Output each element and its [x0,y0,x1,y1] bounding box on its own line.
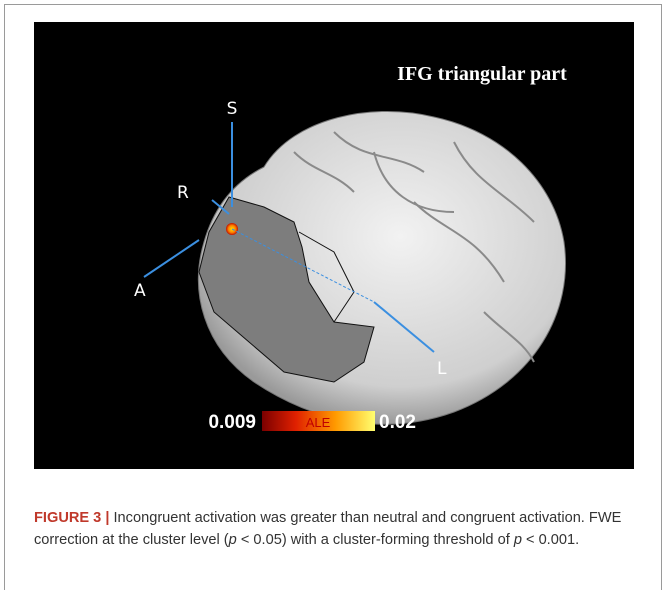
figure-title: IFG triangular part [397,63,567,85]
caption-text: < 0.05) with a cluster-forming threshold… [237,532,514,548]
brain-render: IFG triangular part S R A L 0.009 ALE 0.… [34,22,634,469]
colorbar-max: 0.02 [379,412,416,433]
caption-text: < 0.001. [522,532,579,548]
axis-label: R [177,183,189,203]
page: {"figure": {"title": "IFG triangular par… [0,0,668,590]
figure-image: IFG triangular part S R A L 0.009 ALE 0.… [34,22,634,469]
caption-variable: p [229,532,237,548]
axis-label: S [227,99,238,119]
caption-label: FIGURE 3 | [34,510,109,526]
axis-label: A [134,281,146,301]
axis-label: L [437,359,447,379]
colorbar-min: 0.009 [208,412,256,433]
figure-caption: FIGURE 3 | Incongruent activation was gr… [34,507,634,551]
caption-variable: p [514,532,522,548]
colorbar-label: ALE [306,415,331,430]
